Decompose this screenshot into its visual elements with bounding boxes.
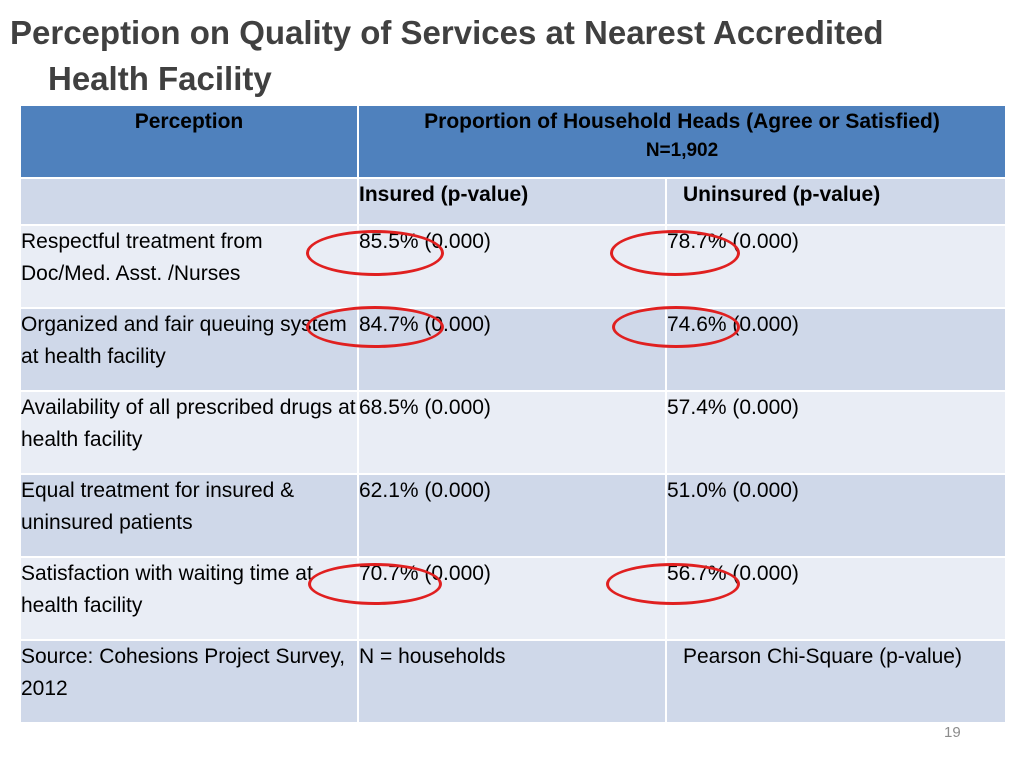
header-perception: Perception [19, 104, 359, 179]
uninsured-cell: 78.7% (0.000) [665, 224, 1007, 309]
subheader-uninsured: Uninsured (p-value) [665, 177, 1007, 226]
insured-cell: 84.7% (0.000) [357, 307, 667, 392]
insured-cell: 85.5% (0.000) [357, 224, 667, 309]
table-row: Availability of all prescribed drugs at … [19, 390, 1007, 475]
insured-cell: 70.7% (0.000) [357, 556, 667, 641]
page-number: 19 [944, 724, 961, 741]
uninsured-cell: 57.4% (0.000) [665, 390, 1007, 475]
source-note: Source: Cohesions Project Survey, 2012 [19, 639, 359, 724]
insured-cell: 62.1% (0.000) [357, 473, 667, 558]
test-note: Pearson Chi-Square (p-value) [665, 639, 1007, 724]
subheader-blank [19, 177, 359, 226]
header-proportion-label: Proportion of Household Heads (Agree or … [424, 110, 940, 133]
table-header-row: Perception Proportion of Household Heads… [19, 104, 1007, 179]
insured-cell: 68.5% (0.000) [357, 390, 667, 475]
table-row: Equal treatment for insured & uninsured … [19, 473, 1007, 558]
uninsured-cell: 51.0% (0.000) [665, 473, 1007, 558]
perception-cell: Satisfaction with waiting time at health… [19, 556, 359, 641]
uninsured-cell: 74.6% (0.000) [665, 307, 1007, 392]
perception-cell: Organized and fair queuing system at hea… [19, 307, 359, 392]
n-note: N = households [357, 639, 667, 724]
source-row: Source: Cohesions Project Survey, 2012 N… [19, 639, 1007, 724]
header-sample-size: N=1,902 [645, 140, 719, 161]
table-row: Satisfaction with waiting time at health… [19, 556, 1007, 641]
title-line-2: Health Facility [48, 60, 272, 97]
slide-title: Perception on Quality of Services at Nea… [10, 10, 990, 102]
table-subheader-row: Insured (p-value) Uninsured (p-value) [19, 177, 1007, 226]
subheader-insured: Insured (p-value) [357, 177, 667, 226]
perception-cell: Equal treatment for insured & uninsured … [19, 473, 359, 558]
table-row: Organized and fair queuing system at hea… [19, 307, 1007, 392]
title-line-1: Perception on Quality of Services at Nea… [10, 14, 884, 51]
header-proportion: Proportion of Household Heads (Agree or … [357, 104, 1007, 179]
perception-table: Perception Proportion of Household Heads… [19, 104, 1007, 724]
perception-cell: Respectful treatment from Doc/Med. Asst.… [19, 224, 359, 309]
perception-cell: Availability of all prescribed drugs at … [19, 390, 359, 475]
table-row: Respectful treatment from Doc/Med. Asst.… [19, 224, 1007, 309]
uninsured-cell: 56.7% (0.000) [665, 556, 1007, 641]
